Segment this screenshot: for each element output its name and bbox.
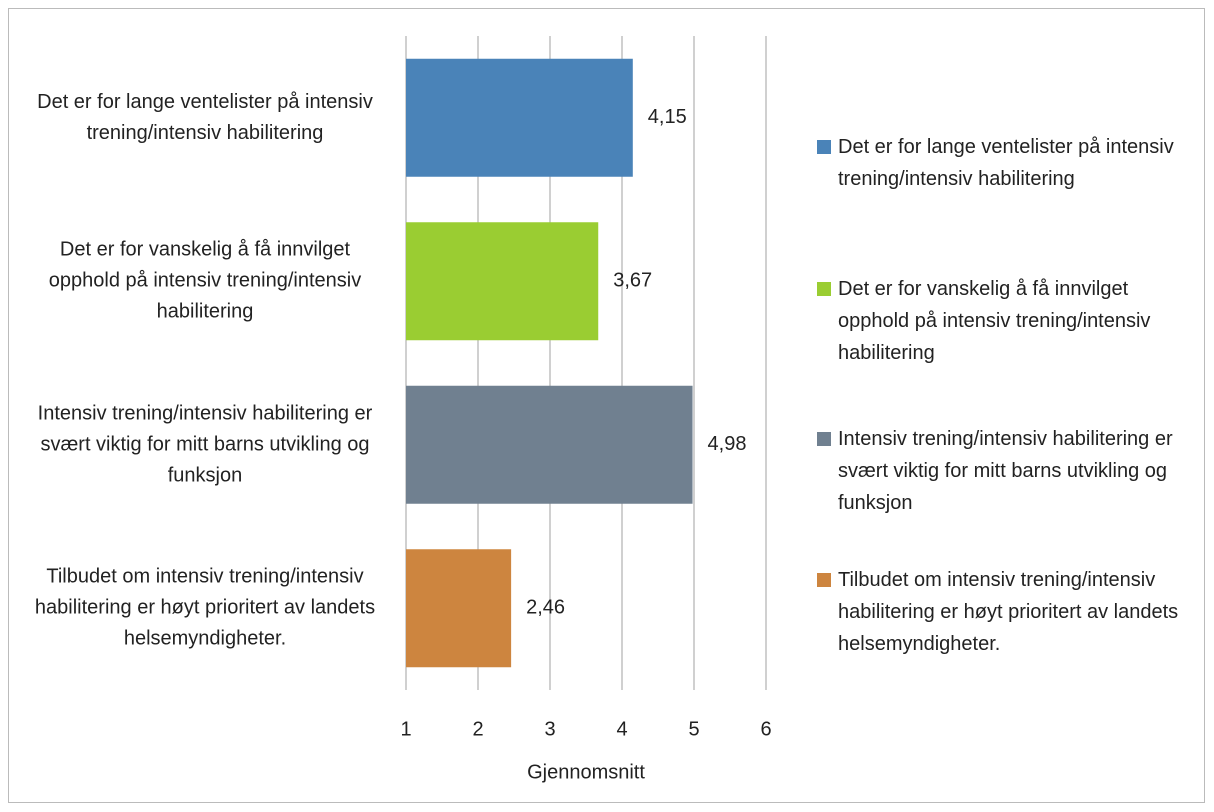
legend-label: Det er for lange ventelister på intensiv… bbox=[838, 136, 1174, 190]
y-tick-label: Det er for vanskelig å få innvilget opph… bbox=[48, 238, 362, 323]
bar bbox=[406, 385, 693, 504]
chart-border bbox=[8, 8, 1205, 803]
x-tick-label: 6 bbox=[760, 718, 771, 740]
legend-label: Tilbudet om intensiv trening/intensiv ha… bbox=[838, 569, 1179, 655]
y-tick-label: Det er for lange ventelister på intensiv… bbox=[37, 90, 373, 144]
y-tick-label: Tilbudet om intensiv trening/intensiv ha… bbox=[34, 565, 376, 650]
bar bbox=[406, 58, 633, 177]
legend-swatch bbox=[817, 432, 831, 446]
bar bbox=[406, 549, 512, 668]
x-tick-label: 4 bbox=[616, 718, 627, 740]
data-label: 2,46 bbox=[526, 597, 565, 619]
bar bbox=[406, 222, 599, 341]
legend-label: Intensiv trening/intensiv habilitering e… bbox=[838, 428, 1173, 514]
data-label: 3,67 bbox=[613, 270, 652, 292]
y-tick-label: Intensiv trening/intensiv habilitering e… bbox=[37, 402, 373, 487]
legend-label: Det er for vanskelig å få innvilget opph… bbox=[838, 278, 1151, 364]
legend-swatch bbox=[817, 573, 831, 587]
x-tick-label: 1 bbox=[400, 718, 411, 740]
x-tick-label: 5 bbox=[688, 718, 699, 740]
x-tick-label: 3 bbox=[544, 718, 555, 740]
x-tick-label: 2 bbox=[472, 718, 483, 740]
data-label: 4,15 bbox=[648, 106, 687, 128]
data-label: 4,98 bbox=[708, 433, 747, 455]
legend-swatch bbox=[817, 140, 831, 154]
x-axis-label: Gjennomsnitt bbox=[527, 761, 645, 783]
legend-swatch bbox=[817, 282, 831, 296]
